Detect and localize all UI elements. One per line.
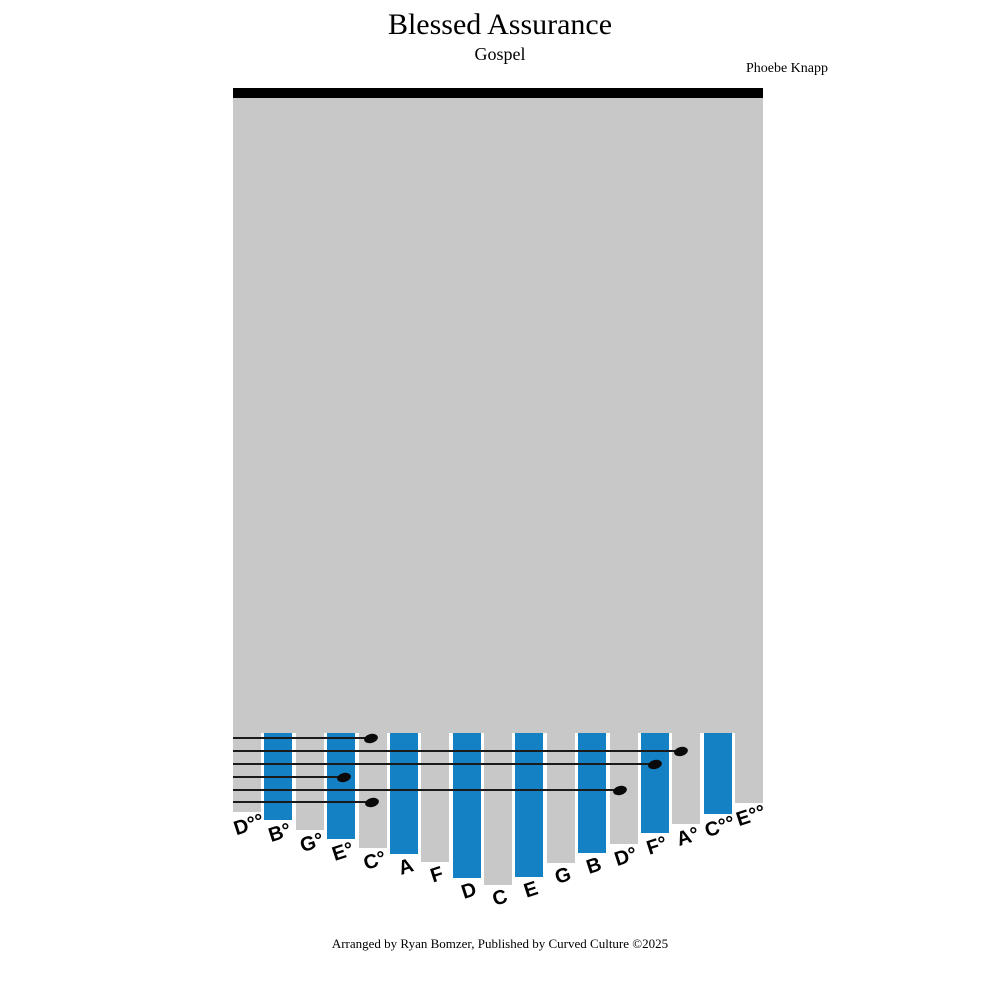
kalimba-tine [484,733,512,885]
page-subtitle: Gospel [474,44,526,64]
phrase-line [233,801,376,803]
phrase-line [233,750,685,752]
phrase-line [233,789,624,791]
header-rule-bar [233,88,763,98]
kalimba-tine [515,733,544,877]
kalimba-tine [703,733,732,814]
composer-credit: Phoebe Knapp [745,61,828,76]
footer-credit: Arranged by Ryan Bomzer, Published by Cu… [331,936,669,951]
kalimba-tine [578,733,607,853]
kalimba-tine [327,733,356,839]
kalimba-tine [546,733,575,863]
kalimba-tine [452,733,481,878]
kalimba-tine [421,733,450,862]
kalimba-tine [640,733,669,833]
phrase-line [233,776,348,778]
kalimba-tine [295,733,324,830]
phrase-line [233,763,659,765]
page-title: Blessed Assurance [387,8,613,41]
tine-note-label: E°° [733,801,769,831]
kalimba-tine [233,733,261,812]
phrase-line [233,737,375,739]
kalimba-body [233,98,763,733]
kalimba-tine [735,733,763,803]
kalimba-tine [389,733,418,854]
